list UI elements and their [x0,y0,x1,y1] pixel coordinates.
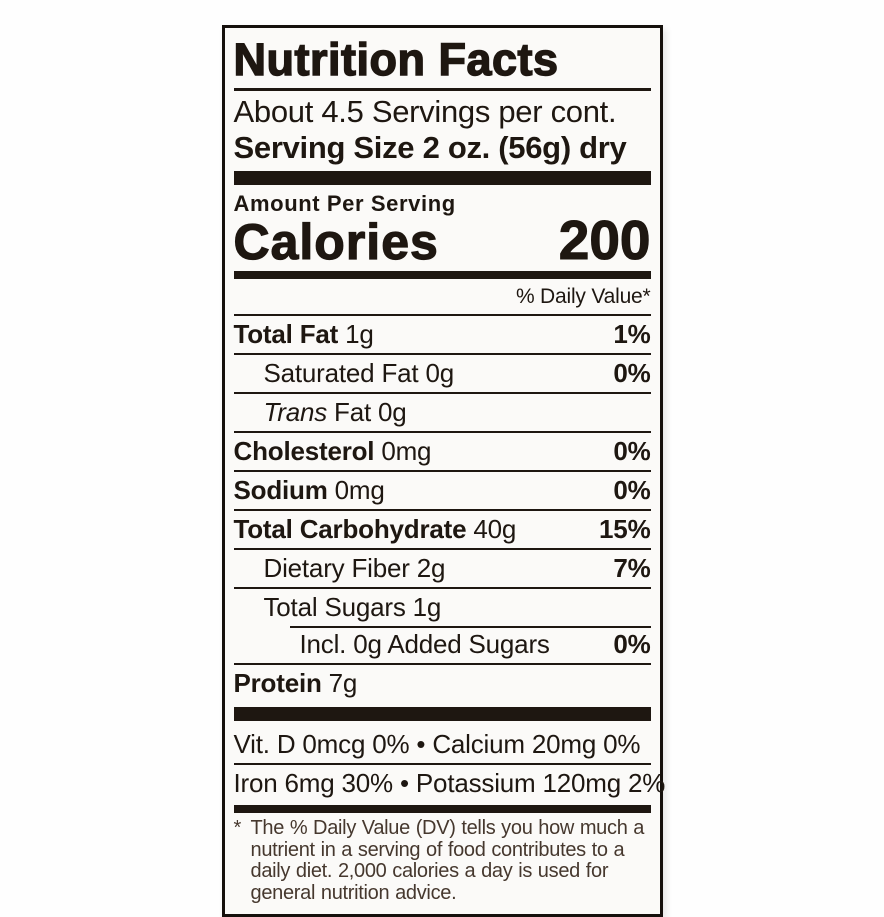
row-saturated-fat: Saturated Fat 0g 0% [233,353,651,392]
micronutrient-line-vitd-calcium: Vit. D 0mcg 0% • Calcium 20mg 0% [233,729,641,760]
row-dietary-fiber: Dietary Fiber 2g 7% [233,548,651,587]
nutrient-amount: 0g [425,358,454,389]
nutrient-daily-value: 7% [613,553,651,584]
row-added-sugars: Incl. 0g Added Sugars 0% [234,626,651,663]
nutrient-amount: 2g [416,553,446,584]
nutrient-name: Total Fat [233,319,339,350]
nutrient-name: Saturated Fat [263,358,419,389]
nutrient-daily-value: 15% [599,514,651,545]
row-protein: Protein 7g [233,663,651,702]
nutrient-daily-value: 1% [613,319,651,350]
nutrient-name: Incl. 0g Added Sugars [299,629,550,660]
footnote-asterisk: * [233,817,242,840]
title-divider [233,87,651,91]
row-total-fat: Total Fat 1g 1% [234,316,651,353]
nutrient-daily-value: 0% [613,436,651,467]
servings-per-container: About 4.5 Servings per cont. [233,93,617,129]
row-cholesterol: Cholesterol 0mg 0% [233,431,651,470]
nutrient-daily-value: 0% [613,475,651,506]
nutrient-name: Dietary Fiber [263,553,410,584]
nutrient-amount: 1g [345,319,374,350]
footnote: * The % Daily Value (DV) tells you how m… [234,813,651,904]
nutrient-name-italic: Trans [263,397,328,428]
nutrient-name: Cholesterol [233,436,375,467]
nutrient-name: Protein [233,668,322,699]
nutrient-name: Sodium [233,475,328,506]
nutrition-facts-label: Nutrition Facts About 4.5 Servings per c… [221,25,665,917]
row-total-sugars: Total Sugars 1g [233,587,651,626]
label-title: Nutrition Facts [233,34,559,85]
row-total-carbohydrate: Total Carbohydrate 40g 15% [233,509,651,548]
nutrient-daily-value: 0% [613,629,651,660]
calories-row: Calories 200 [233,208,651,271]
micronutrient-line-iron-potassium: Iron 6mg 30% • Potassium 120mg 2% [233,763,665,802]
nutrient-amount: 7g [328,668,358,699]
nutrient-amount: 1g [412,592,442,623]
calories-label: Calories [233,213,439,270]
nutrient-amount: 0mg [381,436,432,467]
calories-value: 200 [558,208,651,271]
footnote-text: The % Daily Value (DV) tells you how muc… [250,817,645,904]
nutrient-rows: Total Fat 1g 1% Saturated Fat 0g 0% Tran… [233,314,651,702]
micronutrients-section: Vit. D 0mcg 0% • Calcium 20mg 0% Iron 6m… [233,725,665,802]
amount-per-serving-label: Amount Per Serving [233,190,456,216]
nutrient-amount: 40g [473,514,517,545]
nutrient-name: Fat [334,397,371,428]
nutrient-name: Total Sugars [263,592,406,623]
serving-size: Serving Size 2 oz. (56g) dry [233,129,627,165]
row-sodium: Sodium 0mg 0% [233,470,651,509]
page-background: Nutrition Facts About 4.5 Servings per c… [0,25,884,917]
nutrient-name: Total Carbohydrate [233,514,467,545]
thick-divider-bottom [233,707,651,722]
daily-value-header: % Daily Value* [515,285,651,309]
medium-divider-calories [233,271,651,280]
nutrient-amount: 0g [378,397,407,428]
row-trans-fat: Trans Fat 0g [233,392,651,431]
nutrient-daily-value: 0% [613,358,651,389]
thick-divider-top [233,170,651,185]
nutrient-amount: 0mg [334,475,385,506]
medium-divider-footnote [233,805,651,814]
